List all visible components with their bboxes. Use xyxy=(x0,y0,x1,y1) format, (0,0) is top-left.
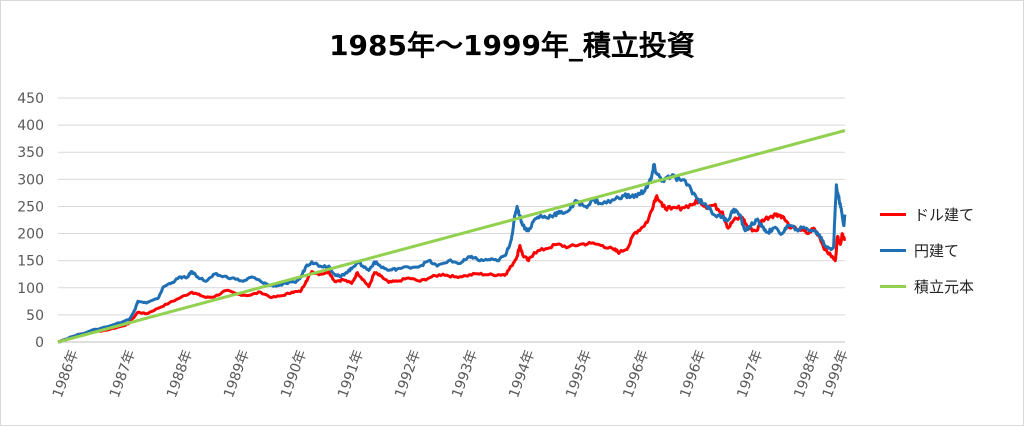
x-tick-label: 1996年 xyxy=(677,348,709,400)
x-tick-label: 1995年 xyxy=(563,348,595,400)
y-tick-label: 300 xyxy=(17,172,44,188)
x-tick-label: 1989年 xyxy=(221,348,253,400)
legend-label-jpy: 円建て xyxy=(914,241,960,260)
x-tick-label: 1994年 xyxy=(506,348,538,400)
series-line-jpy xyxy=(57,162,847,344)
y-tick-label: 250 xyxy=(17,199,44,215)
x-tick-label: 1986年 xyxy=(50,348,82,400)
x-tick-label: 1993年 xyxy=(449,348,481,400)
legend-swatch-jpy xyxy=(880,248,906,252)
legend-item-principal[interactable]: 積立元本 xyxy=(880,268,1020,304)
y-tick-label: 400 xyxy=(17,118,44,134)
legend-item-usd[interactable]: ドル建て xyxy=(880,196,1020,232)
x-tick-label: 1991年 xyxy=(335,348,367,400)
x-tick-label: 1998年 xyxy=(791,348,823,400)
y-tick-label: 350 xyxy=(17,145,44,161)
x-tick-label: 1990年 xyxy=(278,348,310,400)
x-tick-label: 1997年 xyxy=(734,348,766,400)
legend-item-jpy[interactable]: 円建て xyxy=(880,232,1020,268)
legend-swatch-principal xyxy=(880,284,906,288)
y-tick-label: 0 xyxy=(35,335,44,351)
x-tick-label: 1999年 xyxy=(820,348,852,400)
y-tick-label: 50 xyxy=(26,308,44,324)
x-tick-label: 1987年 xyxy=(107,348,139,400)
series-line-usd xyxy=(57,194,847,344)
y-tick-label: 450 xyxy=(17,91,44,107)
y-tick-label: 150 xyxy=(17,254,44,270)
legend-swatch-usd xyxy=(880,212,906,216)
legend-label-principal: 積立元本 xyxy=(914,277,975,296)
x-tick-label: 1996年 xyxy=(620,348,652,400)
y-tick-label: 200 xyxy=(17,227,44,243)
x-tick-label: 1992年 xyxy=(392,348,424,400)
x-tick-label: 1988年 xyxy=(164,348,196,400)
series-line-principal xyxy=(57,129,846,344)
chart-legend: ドル建て 円建て 積立元本 xyxy=(880,196,1020,304)
chart-title: 1985年～1999年_積立投資 xyxy=(329,29,695,62)
legend-label-usd: ドル建て xyxy=(914,205,975,224)
y-tick-label: 100 xyxy=(17,281,44,297)
